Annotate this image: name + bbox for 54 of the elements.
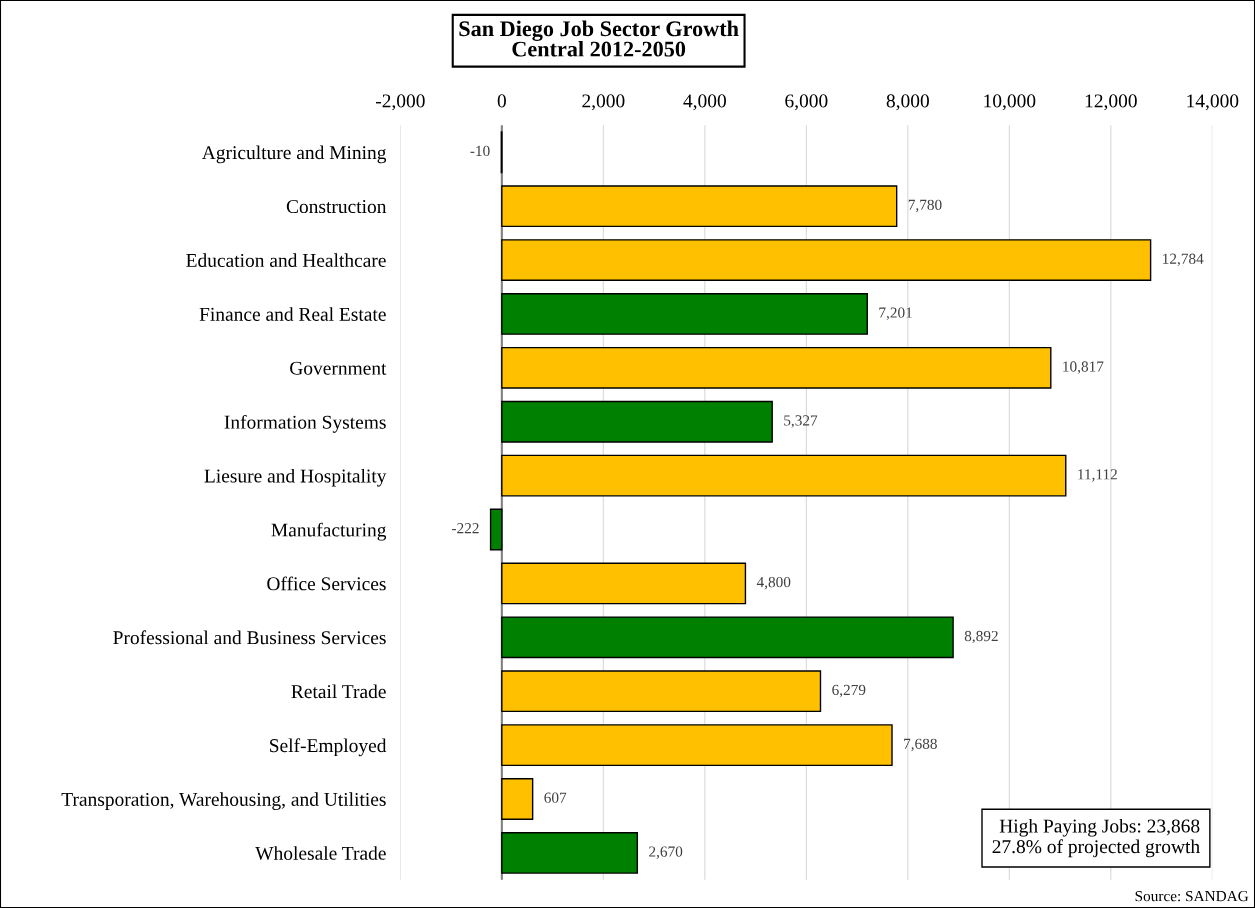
bar xyxy=(501,346,1052,389)
bar xyxy=(501,185,898,228)
bar xyxy=(489,508,503,551)
data-label: 5,327 xyxy=(784,415,818,428)
x-tick-label: 4,000 xyxy=(683,94,726,111)
y-tick-label: Agriculture and Mining xyxy=(201,145,387,164)
annotation: High Paying Jobs: 23,868 27.8% of projected growth xyxy=(992,818,1200,858)
x-tick-label: 10,000 xyxy=(984,94,1036,111)
source-note: Source: SANDAG xyxy=(1135,891,1249,902)
y-tick-label: Office Services xyxy=(267,576,386,591)
bar xyxy=(501,562,747,605)
data-label: 7,201 xyxy=(879,307,912,320)
bar xyxy=(501,400,773,443)
y-tick-label: Liesure and Hospitality xyxy=(204,468,387,487)
x-tick-label: 6,000 xyxy=(785,94,828,111)
y-tick-label: Professional and Business Services xyxy=(113,630,386,645)
y-tick-label: Transporation, Warehousing, and Utilities xyxy=(61,792,386,810)
bar xyxy=(501,616,954,659)
x-tick-label: -2,000 xyxy=(375,94,425,111)
data-label: 10,817 xyxy=(1063,361,1104,374)
y-tick-label: Education and Healthcare xyxy=(186,253,386,267)
data-label: 12,784 xyxy=(1163,253,1204,267)
y-tick-label: Self-Employed xyxy=(270,738,387,757)
x-tick-label: 8,000 xyxy=(886,94,929,111)
x-tick-label: 2,000 xyxy=(582,94,625,111)
data-label: 607 xyxy=(544,792,567,803)
bar xyxy=(501,239,1152,281)
data-label: 4,800 xyxy=(756,576,791,590)
y-tick-label: Retail Trade xyxy=(291,684,386,699)
data-label: 7,780 xyxy=(908,199,942,213)
y-tick-label: Manufacturing xyxy=(271,522,387,541)
y-tick-label: Finance and Real Estate xyxy=(199,307,386,321)
bar xyxy=(501,670,822,713)
x-tick-label: 0 xyxy=(497,94,506,108)
bar xyxy=(501,831,639,874)
y-tick-label: Government xyxy=(290,361,387,375)
bar xyxy=(501,778,534,820)
bar xyxy=(501,454,1067,497)
x-tick-label: 14,000 xyxy=(1187,94,1239,111)
y-tick-label: Construction xyxy=(286,200,387,214)
bar xyxy=(501,293,868,335)
chart-title: San Diego Job Sector Growth xyxy=(459,20,739,41)
data-label: 6,279 xyxy=(832,684,866,698)
data-label: -10 xyxy=(470,145,490,157)
x-tick-label: 12,000 xyxy=(1085,94,1137,111)
data-label: 8,892 xyxy=(964,630,998,644)
y-tick-label: Information Systems xyxy=(224,414,386,433)
data-label: 7,688 xyxy=(904,738,937,752)
data-label: 2,670 xyxy=(649,846,683,859)
bar xyxy=(501,724,893,767)
chart-subtitle: Central 2012-2050 xyxy=(512,40,686,57)
data-label: 11,112 xyxy=(1078,469,1117,482)
data-label: -222 xyxy=(452,523,479,534)
y-tick-label: Wholesale Trade xyxy=(255,846,386,860)
